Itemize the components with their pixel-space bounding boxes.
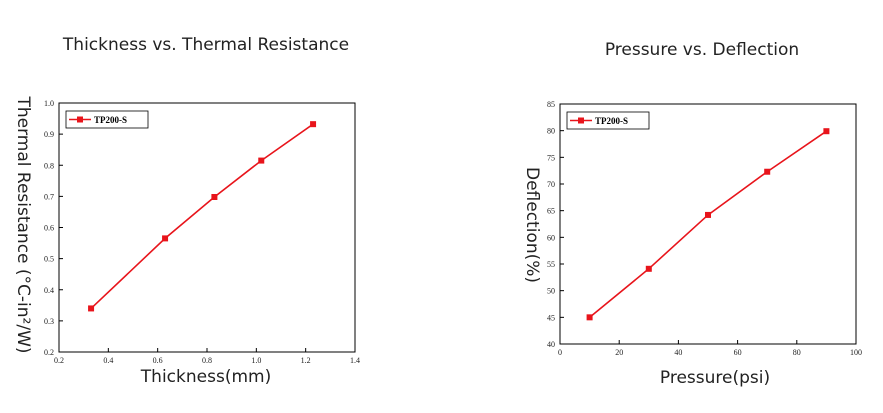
- pressure-x-axis-label: Pressure(psi): [660, 368, 770, 388]
- pressure-x-tick-label: 100: [850, 348, 862, 357]
- thermal-y-axis-label: Thermal Resistance (°C-in²/W): [13, 95, 33, 353]
- pressure-y-tick-label: 60: [547, 233, 555, 242]
- thermal-x-tick-label: 0.6: [153, 356, 163, 365]
- pressure-y-tick-label: 85: [547, 100, 555, 109]
- pressure-chart-title: Pressure vs. Deflection: [605, 40, 799, 60]
- pressure-y-tick-label: 65: [547, 207, 555, 216]
- pressure-legend-marker: [578, 117, 584, 124]
- thermal-legend: TP200-S: [65, 110, 149, 129]
- thermal-y-tick-label: 0.8: [44, 161, 54, 170]
- pressure-y-tick-label: 45: [547, 313, 555, 322]
- thermal-plot-frame: [58, 102, 356, 353]
- thermal-x-tick-label: 1.2: [301, 356, 311, 365]
- pressure-y-axis-label: Deflection(%): [522, 167, 542, 283]
- thermal-y-tick-label: 0.3: [44, 317, 54, 326]
- thermal-y-tick-label: 0.9: [44, 130, 54, 139]
- pressure-y-tick-label: 70: [547, 180, 555, 189]
- thermal-x-tick-label: 0.2: [54, 356, 64, 365]
- thermal-legend-label: TP200-S: [94, 115, 127, 125]
- thermal-y-tick-label: 0.7: [44, 192, 54, 201]
- pressure-legend: TP200-S: [566, 111, 650, 130]
- pressure-legend-label: TP200-S: [595, 116, 628, 126]
- pressure-y-tick-label: 55: [547, 260, 555, 269]
- thermal-data-point: [162, 235, 169, 242]
- pressure-plot-area: 0 20 40 60 80 100 40 45 50 55 60 65 70 75 80 85 TP200-S: [547, 100, 862, 357]
- thermal-legend-marker: [77, 116, 83, 123]
- thermal-x-tick-label: 0.8: [202, 356, 212, 365]
- pressure-x-tick-label: 80: [793, 348, 801, 357]
- pressure-x-tick-label: 60: [734, 348, 742, 357]
- pressure-y-tick-label: 50: [547, 287, 555, 296]
- thermal-data-point: [88, 305, 95, 312]
- thermal-x-axis-label: Thickness(mm): [140, 367, 271, 387]
- thermal-x-tick-label: 1.0: [251, 356, 261, 365]
- pressure-x-tick-label: 0: [558, 348, 562, 357]
- pressure-x-tick-label: 20: [615, 348, 623, 357]
- pressure-data-point: [586, 314, 593, 321]
- thermal-series-line: [90, 123, 314, 310]
- pressure-series-line: [589, 130, 827, 318]
- pressure-y-tick-label: 75: [547, 153, 555, 162]
- thermal-y-tick-label: 1.0: [44, 99, 54, 108]
- pressure-data-point: [823, 128, 830, 135]
- thermal-y-tick-label: 0.2: [44, 348, 54, 357]
- thermal-y-tick-label: 0.4: [44, 286, 54, 295]
- pressure-x-tick-label: 40: [674, 348, 682, 357]
- pressure-y-tick-label: 40: [547, 340, 555, 349]
- pressure-data-point: [645, 265, 652, 272]
- thermal-chart: Thickness vs. Thermal Resistance Thickne…: [13, 35, 360, 387]
- thermal-chart-title: Thickness vs. Thermal Resistance: [62, 35, 349, 55]
- thermal-y-tick-label: 0.6: [44, 224, 54, 233]
- pressure-data-point: [764, 168, 771, 175]
- thermal-x-tick-label: 1.4: [350, 356, 360, 365]
- pressure-legend-box: [566, 111, 650, 130]
- thermal-legend-box: [65, 110, 149, 129]
- thermal-x-tick-label: 0.4: [103, 356, 113, 365]
- thermal-data-point: [310, 121, 317, 128]
- pressure-plot-frame: [559, 103, 857, 345]
- pressure-y-tick-label: 80: [547, 127, 555, 136]
- pressure-chart: Pressure vs. Deflection Pressure(psi) De…: [522, 40, 862, 388]
- thermal-plot-area: 0.2 0.4 0.6 0.8 1.0 1.2 1.4 0.2 0.3 0.4 0.5 0.6 0.7 0…: [44, 99, 360, 365]
- thermal-data-point: [258, 157, 265, 164]
- thermal-data-point: [211, 193, 218, 200]
- pressure-data-point: [705, 211, 711, 218]
- thermal-y-tick-label: 0.5: [44, 255, 54, 264]
